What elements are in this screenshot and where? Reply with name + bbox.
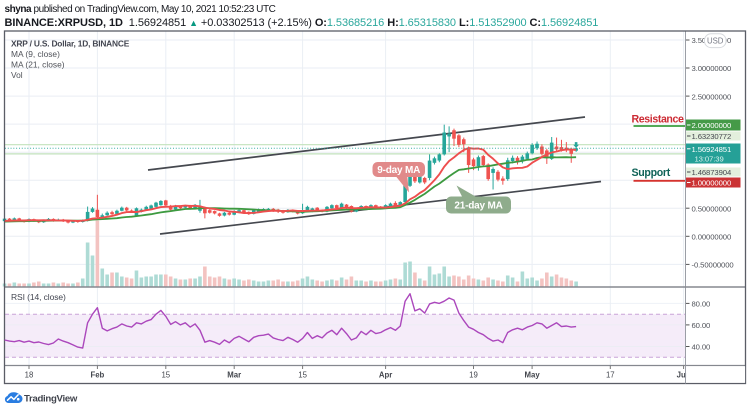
svg-text:1.63230772: 1.63230772 (692, 132, 732, 141)
svg-text:9-day MA: 9-day MA (377, 165, 420, 176)
svg-text:21-day MA: 21-day MA (454, 201, 502, 212)
svg-text:1.46873904: 1.46873904 (692, 168, 732, 177)
svg-text:15: 15 (298, 371, 307, 380)
svg-text:40.00: 40.00 (692, 343, 711, 352)
svg-text:Vol: Vol (11, 70, 23, 80)
svg-text:3.00000000: 3.00000000 (692, 64, 732, 73)
svg-text:USD: USD (707, 37, 724, 46)
svg-text:15: 15 (161, 371, 170, 380)
svg-text:TradingView: TradingView (24, 393, 78, 404)
svg-text:2.50000000: 2.50000000 (692, 92, 732, 101)
svg-text:Feb: Feb (90, 371, 104, 380)
svg-text:RSI (14, close): RSI (14, close) (11, 292, 66, 302)
svg-text:Resistance: Resistance (632, 114, 684, 126)
svg-text:0.00000000: 0.00000000 (692, 233, 732, 242)
svg-text:Apr: Apr (379, 371, 392, 380)
svg-text:MA (21, close): MA (21, close) (11, 60, 65, 70)
svg-text:2.00000000: 2.00000000 (692, 121, 732, 130)
svg-text:17: 17 (606, 371, 615, 380)
svg-text:Mar: Mar (227, 371, 241, 380)
svg-text:19: 19 (469, 371, 478, 380)
svg-text:Jun: Jun (677, 371, 691, 380)
svg-text:MA (9, close): MA (9, close) (11, 49, 60, 59)
svg-text:Support: Support (631, 167, 670, 179)
svg-text:60.00: 60.00 (692, 321, 711, 330)
svg-text:1.56924851: 1.56924851 (692, 145, 732, 154)
svg-text:1.00000000: 1.00000000 (692, 178, 732, 187)
svg-text:13:07:39: 13:07:39 (695, 154, 724, 163)
svg-text:0.50000000: 0.50000000 (692, 204, 732, 213)
svg-text:80.00: 80.00 (692, 300, 711, 309)
svg-text:-0.50000000: -0.50000000 (692, 261, 734, 270)
svg-text:18: 18 (25, 371, 34, 380)
svg-text:May: May (525, 371, 541, 380)
svg-text:XRP / U.S. Dollar, 1D, BINANCE: XRP / U.S. Dollar, 1D, BINANCE (11, 39, 130, 49)
